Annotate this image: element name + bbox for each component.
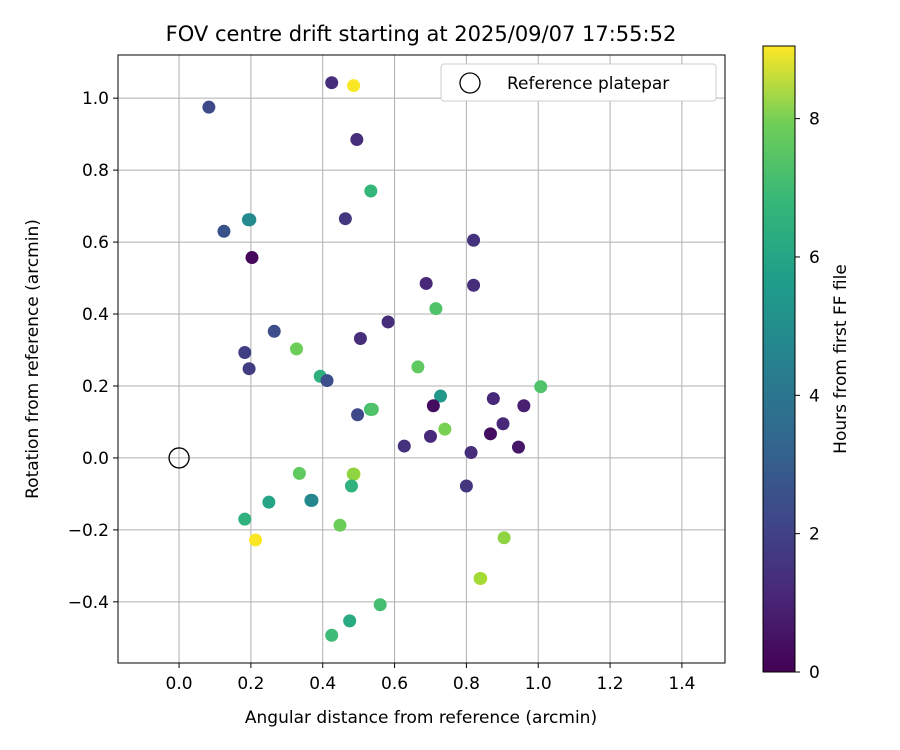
y-tick-label: 0.0 — [82, 449, 109, 469]
legend-entry-reference: Reference platepar — [507, 74, 669, 94]
data-point — [320, 374, 334, 388]
data-point — [534, 380, 548, 394]
data-point — [333, 518, 347, 532]
x-axis-label: Angular distance from reference (arcmin) — [245, 708, 597, 728]
x-axis-ticks: 0.0 0.2 0.4 0.6 0.8 1.0 1.2 1.4 — [166, 663, 695, 694]
data-point — [267, 324, 281, 338]
data-point — [347, 79, 361, 93]
y-tick-label: −0.2 — [68, 521, 109, 541]
colorbar-tick-label: 2 — [809, 525, 820, 545]
y-tick-label: 1.0 — [82, 89, 109, 109]
data-point — [202, 100, 216, 114]
data-point — [411, 360, 425, 374]
y-tick-label: −0.4 — [68, 593, 109, 613]
data-point — [397, 439, 411, 453]
data-point — [483, 427, 497, 441]
x-tick-label: 1.2 — [597, 674, 624, 694]
data-point — [325, 76, 339, 90]
y-tick-label: 0.6 — [82, 233, 109, 253]
legend-box — [440, 63, 717, 102]
x-tick-label: 0.6 — [381, 674, 408, 694]
colorbar-tick-label: 4 — [809, 386, 820, 406]
data-point — [292, 466, 306, 480]
y-tick-label: 0.4 — [82, 305, 109, 325]
data-point — [245, 251, 259, 265]
data-point — [486, 392, 500, 406]
data-point — [262, 495, 276, 509]
grid-lines — [118, 55, 725, 663]
data-point — [429, 302, 443, 316]
colorbar-tick-label: 0 — [809, 663, 820, 683]
data-point — [497, 531, 511, 545]
colorbar: 0 2 4 6 8 Hours from first FF file — [762, 45, 851, 683]
data-point — [325, 628, 339, 642]
x-tick-label: 0.8 — [453, 674, 480, 694]
data-point — [290, 342, 304, 356]
data-point — [467, 233, 481, 247]
data-point — [238, 512, 252, 526]
data-point — [351, 408, 365, 422]
x-tick-label: 0.2 — [237, 674, 264, 694]
data-point — [350, 133, 364, 147]
plot-area-frame — [117, 54, 726, 664]
data-point — [364, 184, 378, 198]
data-point — [473, 571, 487, 585]
y-tick-label: 0.2 — [82, 377, 109, 397]
x-tick-label: 0.4 — [309, 674, 336, 694]
data-point — [464, 446, 478, 460]
x-tick-label: 1.0 — [525, 674, 552, 694]
y-tick-label: 0.8 — [82, 161, 109, 181]
data-point — [426, 399, 440, 413]
data-point — [353, 331, 367, 345]
data-point — [419, 276, 433, 290]
chart-title: FOV centre drift starting at 2025/09/07 … — [166, 22, 677, 46]
data-point — [217, 224, 231, 238]
data-point — [438, 422, 452, 436]
data-point — [511, 440, 525, 454]
data-point — [344, 479, 358, 493]
data-point — [305, 493, 319, 507]
colorbar-ticks: 0 2 4 6 8 — [795, 110, 820, 683]
x-tick-label: 1.4 — [668, 674, 695, 694]
data-point — [243, 213, 257, 227]
data-point — [517, 399, 531, 413]
legend: Reference platepar — [440, 63, 717, 102]
data-point — [373, 598, 387, 612]
data-point — [346, 467, 360, 481]
data-point — [467, 278, 481, 292]
data-point — [496, 417, 510, 431]
x-tick-label: 0.0 — [166, 674, 193, 694]
data-point — [423, 429, 437, 443]
y-axis-ticks: −0.4 −0.2 0.0 0.2 0.4 0.6 0.8 1.0 — [68, 89, 118, 613]
data-point — [381, 315, 395, 329]
data-point — [365, 402, 379, 416]
data-point — [242, 362, 256, 376]
data-point — [343, 614, 357, 628]
data-point — [249, 533, 263, 547]
y-axis-label: Rotation from reference (arcmin) — [23, 219, 43, 499]
data-point — [434, 389, 448, 403]
colorbar-tick-label: 8 — [809, 110, 820, 130]
data-points — [168, 76, 548, 642]
data-point — [338, 212, 352, 226]
reference-platepar-marker — [168, 447, 190, 469]
colorbar-label: Hours from first FF file — [831, 264, 851, 454]
colorbar-gradient — [762, 45, 796, 673]
data-point — [238, 346, 252, 360]
legend-marker-reference — [459, 72, 481, 94]
colorbar-tick-label: 6 — [809, 248, 820, 268]
data-point — [459, 479, 473, 493]
